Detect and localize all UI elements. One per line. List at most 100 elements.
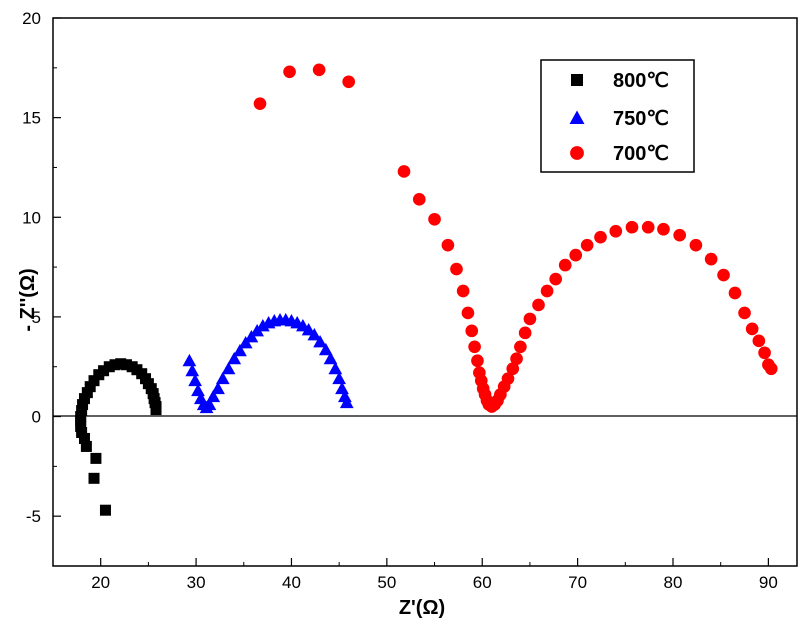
- data-point: [75, 421, 87, 433]
- legend-label-700: 700℃: [613, 143, 669, 165]
- y-tick-labels: -5 0 5 10 15 20: [22, 9, 41, 526]
- x-axis-title: Z'(Ω): [399, 597, 445, 619]
- data-point: [580, 238, 594, 252]
- data-point: [657, 222, 670, 236]
- data-point: [510, 352, 523, 366]
- data-point: [221, 361, 236, 375]
- data-point: [115, 358, 127, 370]
- series-2: [182, 313, 354, 414]
- x-tick-label: 20: [91, 573, 110, 592]
- data-point: [704, 252, 718, 266]
- legend-symbols: [569, 74, 585, 160]
- data-point: [738, 306, 751, 320]
- x-tick-labels: 20 30 40 50 60 70 80 90: [91, 573, 778, 592]
- data-point: [461, 306, 475, 320]
- data-point: [428, 212, 441, 226]
- data-point: [323, 351, 338, 365]
- data-point: [471, 354, 484, 368]
- data-point: [77, 399, 89, 411]
- data-point: [569, 248, 583, 262]
- data-point: [75, 411, 87, 423]
- data-point: [215, 371, 230, 385]
- data-point: [283, 65, 296, 79]
- data-point: [78, 393, 90, 405]
- data-point: [689, 238, 703, 252]
- data-point: [84, 381, 96, 393]
- data-point: [465, 324, 479, 338]
- x-tick-label: 60: [473, 573, 492, 592]
- legend-symbol: [571, 74, 583, 86]
- data-point: [103, 361, 115, 373]
- data-point: [78, 432, 90, 444]
- data-point: [450, 262, 463, 276]
- data-point: [397, 165, 411, 178]
- data-point: [188, 373, 202, 387]
- legend-label-800: 800℃: [613, 70, 669, 92]
- data-point: [339, 395, 354, 409]
- legend-label-750: 750℃: [613, 108, 669, 130]
- data-point: [518, 326, 532, 340]
- x-tick-label: 70: [568, 573, 587, 592]
- data-point: [506, 362, 520, 376]
- data-point: [523, 312, 537, 326]
- data-point: [558, 258, 572, 272]
- data-point: [501, 372, 515, 386]
- data-point: [202, 397, 217, 411]
- data-point: [532, 298, 545, 312]
- data-point: [412, 193, 426, 206]
- series-1: [75, 358, 162, 516]
- data-point: [227, 351, 242, 365]
- data-point: [313, 334, 327, 348]
- data-point: [211, 381, 225, 395]
- y-tick-label: 10: [22, 208, 41, 227]
- data-point: [764, 362, 778, 376]
- data-point: [609, 224, 623, 238]
- data-point: [182, 353, 197, 367]
- data-point: [441, 238, 455, 252]
- data-point: [514, 340, 527, 354]
- data-point: [109, 359, 121, 371]
- data-point: [76, 405, 88, 417]
- data-point: [253, 97, 267, 111]
- legend-symbol: [569, 110, 585, 124]
- data-point: [98, 365, 110, 377]
- y-tick-label: 15: [22, 109, 41, 128]
- y-tick-label: 0: [32, 408, 41, 427]
- y-axis-title: - Z''(Ω): [17, 268, 39, 331]
- y-tick-label: -5: [26, 507, 41, 526]
- data-point: [99, 504, 111, 516]
- data-point: [206, 389, 221, 403]
- data-point: [88, 472, 100, 484]
- data-point: [328, 361, 343, 375]
- data-point: [81, 387, 93, 399]
- data-point: [90, 452, 102, 464]
- data-point: [185, 363, 200, 377]
- legend-symbol: [570, 146, 584, 160]
- data-point: [717, 268, 730, 282]
- data-point: [468, 340, 481, 354]
- y-tick-label: 5: [32, 308, 41, 327]
- data-point: [120, 359, 132, 371]
- plot-frame: [52, 17, 798, 567]
- data-point: [728, 286, 742, 300]
- data-point: [88, 375, 100, 387]
- x-tick-label: 50: [377, 573, 396, 592]
- legend-box: [540, 59, 695, 173]
- data-point: [540, 284, 554, 298]
- y-tick-label: 20: [22, 9, 41, 28]
- data-point: [307, 327, 322, 341]
- data-point: [150, 404, 162, 416]
- data-point: [594, 230, 607, 244]
- x-tick-label: 30: [187, 573, 206, 592]
- series-3: [253, 63, 778, 413]
- data-point: [456, 284, 470, 298]
- data-point: [318, 342, 333, 356]
- data-point: [745, 322, 759, 336]
- data-point: [752, 334, 766, 348]
- data-points: [75, 63, 778, 516]
- data-point: [233, 343, 247, 357]
- x-tick-label: 90: [759, 573, 778, 592]
- data-point: [641, 220, 655, 234]
- data-point: [673, 228, 687, 242]
